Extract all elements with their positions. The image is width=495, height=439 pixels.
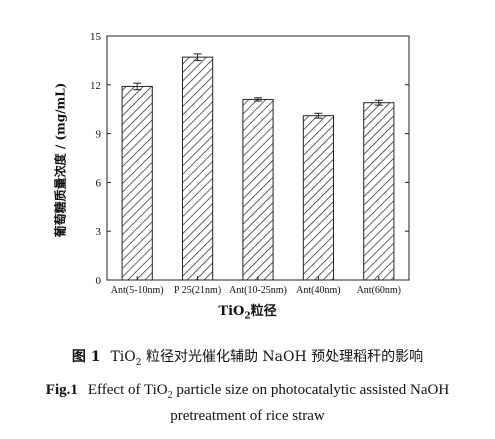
bar (363, 102, 395, 281)
x-axis: Ant(5-10nm) P 25(21nm) Ant(10-25nm) Ant(40n… (111, 276, 401, 296)
figure-label-en: Fig.1 (45, 382, 78, 398)
y-tick-label: 0 (96, 275, 102, 287)
y-tick-label: 15 (90, 31, 102, 43)
bar (242, 98, 274, 281)
x-tick-label: Ant(40nm) (296, 285, 340, 296)
y-tick-label: 3 (96, 226, 102, 238)
bars (121, 53, 395, 281)
bar (302, 115, 334, 281)
figure-caption-cn: 图 1 TiO2 粒径对光催化辅助 NaOH 预处理稻秆的影响 (71, 349, 424, 368)
y-axis: 0 3 6 9 12 15 (90, 31, 409, 287)
figure-caption-en-line2: pretreatment of rice straw (170, 408, 325, 424)
bar-chart: 0 3 6 9 12 15 Ant(5-10nm) P 25(21nm) Ant(10-25n… (90, 31, 410, 296)
figure-caption-en: Fig.1 Effect of TiO2 particle size on pho… (45, 382, 450, 401)
figure-label-cn: 图 1 (71, 349, 101, 365)
y-tick-label: 12 (90, 80, 101, 92)
x-tick-label: Ant(5-10nm) (111, 285, 164, 296)
x-tick-label: Ant(60nm) (357, 285, 401, 296)
y-tick-label: 6 (96, 177, 102, 189)
x-tick-label: P 25(21nm) (174, 285, 221, 296)
x-axis-title: TiO2粒径 (218, 304, 277, 322)
bar (121, 85, 153, 281)
x-tick-label: Ant(10-25nm) (229, 285, 287, 296)
y-axis-title-text: 葡萄糖质量浓度 / (mg/mL) (53, 82, 68, 238)
bar (182, 56, 214, 281)
y-tick-label: 9 (96, 129, 102, 141)
